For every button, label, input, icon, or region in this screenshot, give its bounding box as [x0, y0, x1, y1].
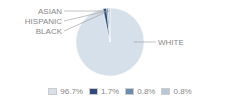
- svg-text:HISPANIC: HISPANIC: [25, 17, 62, 26]
- html-text:0.8%: 0.8%: [173, 86, 192, 96]
- svg-text:ASIAN: ASIAN: [38, 7, 62, 16]
- html-text:0.8%: 0.8%: [137, 86, 156, 96]
- svg-text:WHITE: WHITE: [158, 38, 184, 47]
- html-text:1.7%: 1.7%: [101, 86, 120, 96]
- html-text:96.7%: 96.7%: [60, 86, 83, 96]
- svg-text:BLACK: BLACK: [36, 27, 63, 36]
